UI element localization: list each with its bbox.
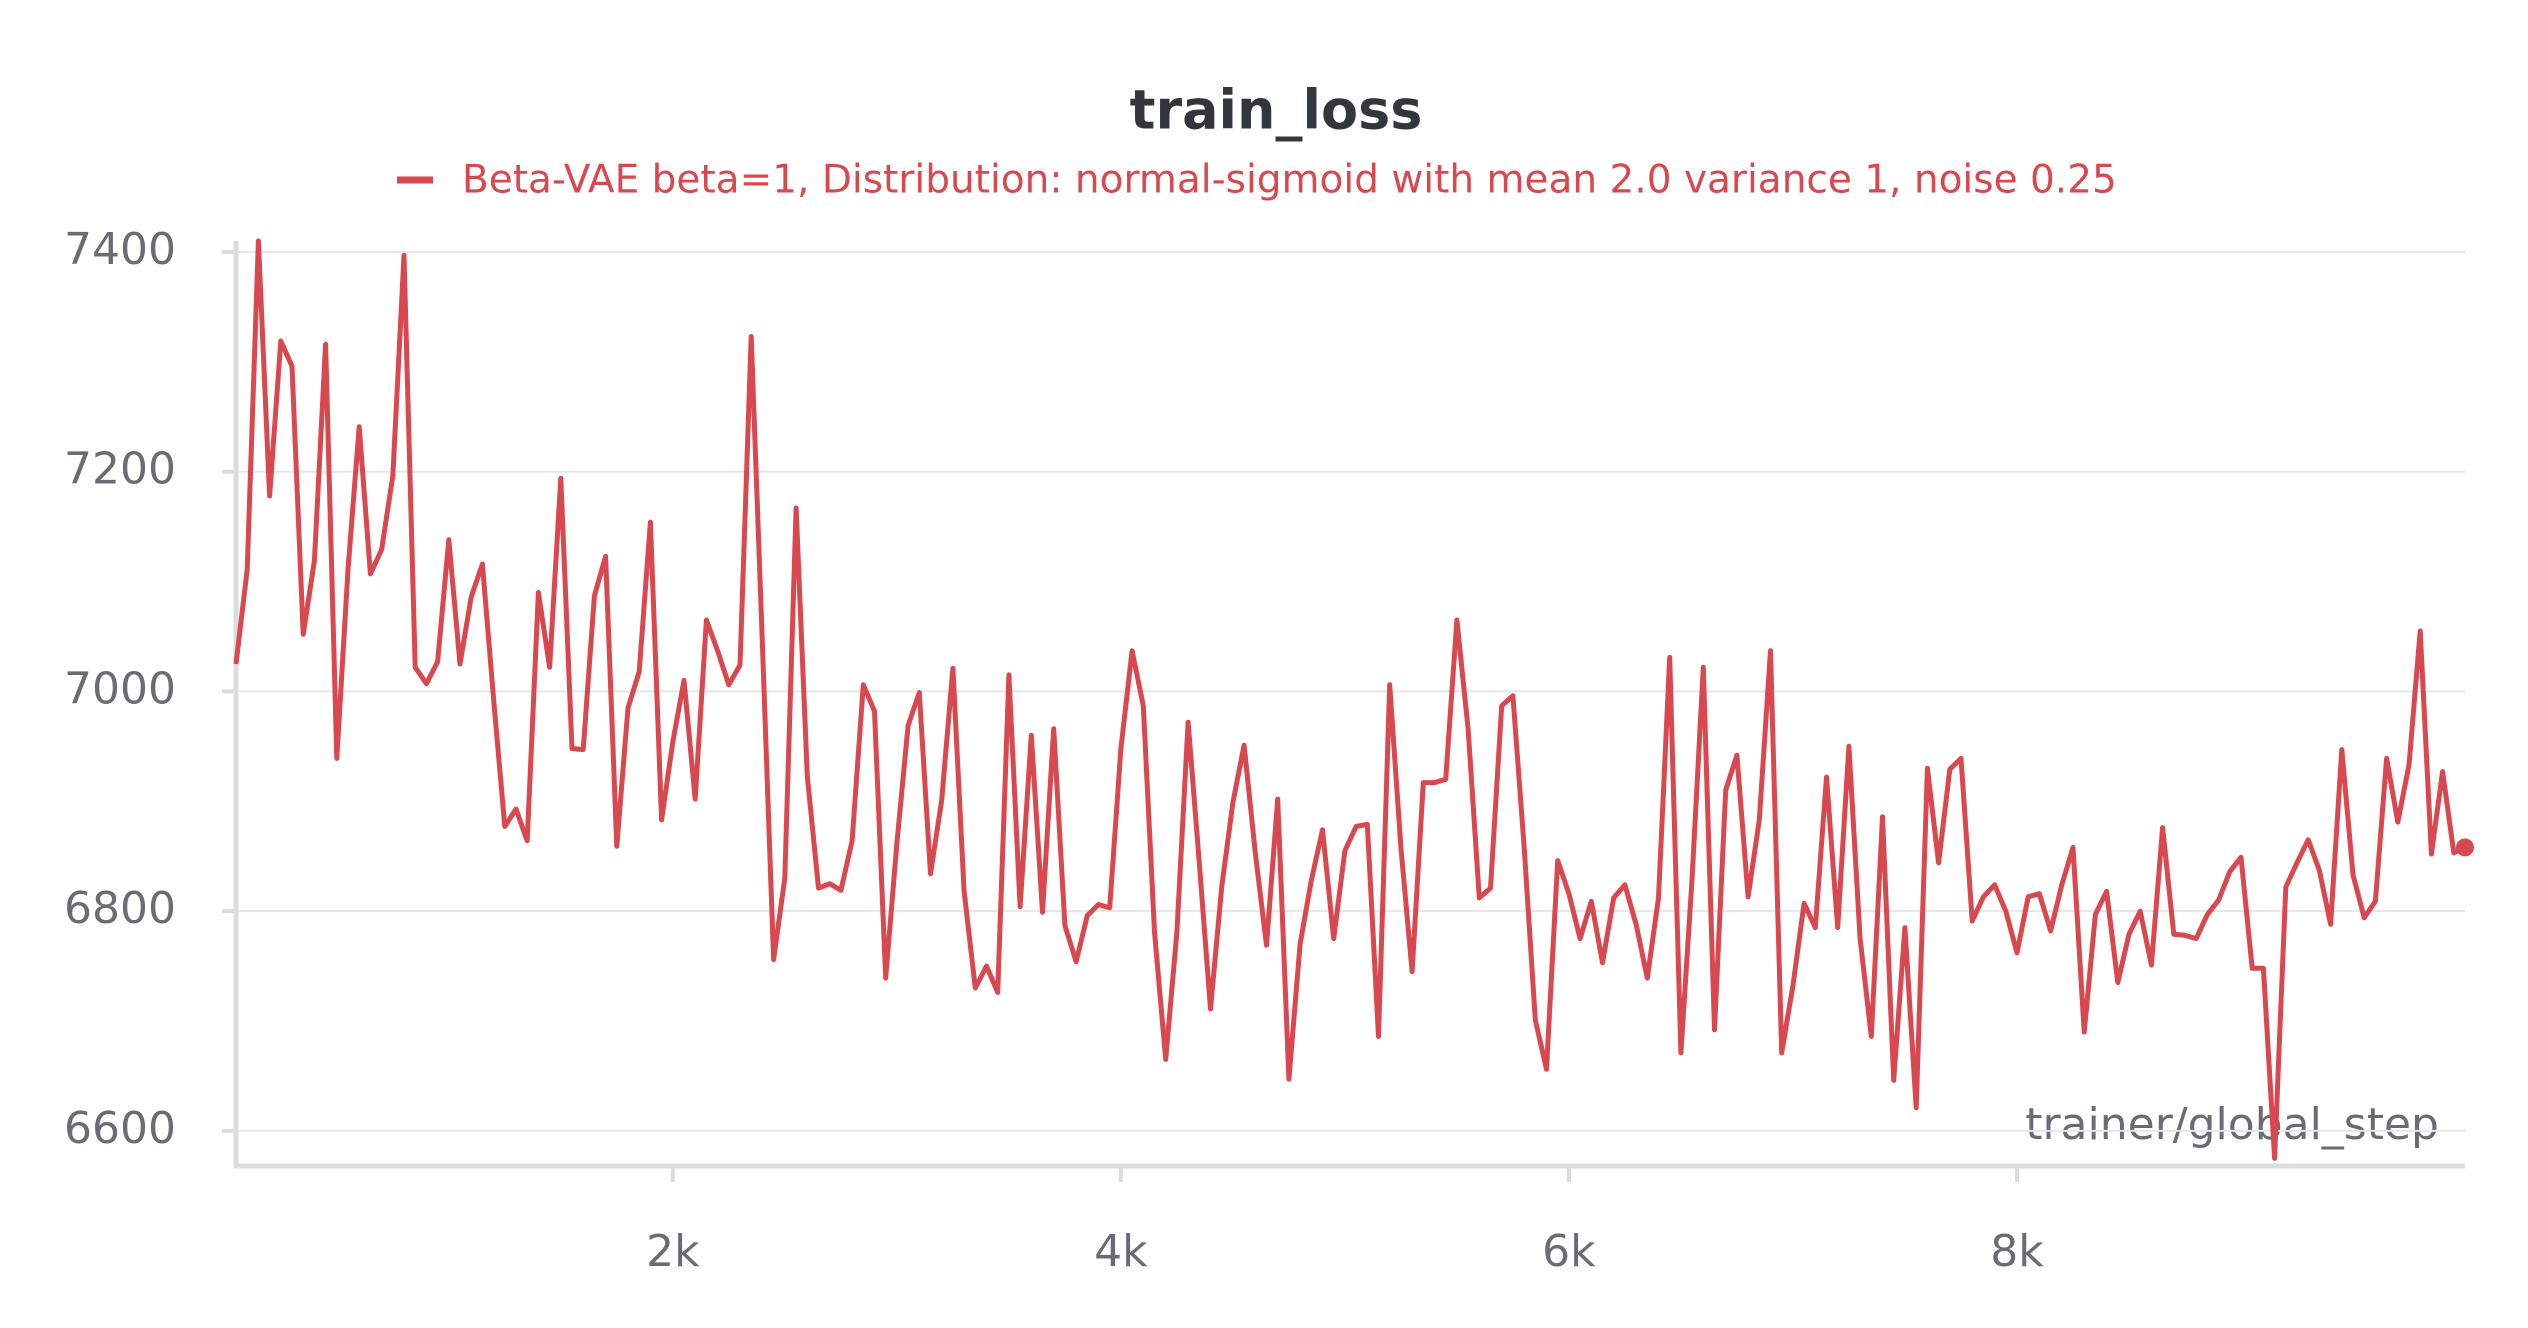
legend-label: Beta-VAE beta=1, Distribution: normal-si…	[462, 158, 2117, 203]
x-tick-label: 6k	[1542, 1226, 1596, 1277]
series-line	[233, 238, 2467, 1161]
y-tick-label: 6600	[64, 1103, 176, 1154]
chart-title: train_loss	[1130, 79, 1423, 142]
x-tick-label: 4k	[1094, 1226, 1148, 1277]
x-tick-label: 2k	[646, 1226, 700, 1277]
y-tick-label: 7200	[64, 444, 176, 495]
y-tick-label: 7400	[64, 224, 176, 275]
x-axis-label: trainer/global_step	[2025, 1099, 2439, 1150]
y-tick-label: 7000	[64, 663, 176, 714]
x-tick-label: 8k	[1990, 1226, 2044, 1277]
y-tick-label: 6800	[64, 883, 176, 934]
last-point	[2456, 838, 2474, 857]
